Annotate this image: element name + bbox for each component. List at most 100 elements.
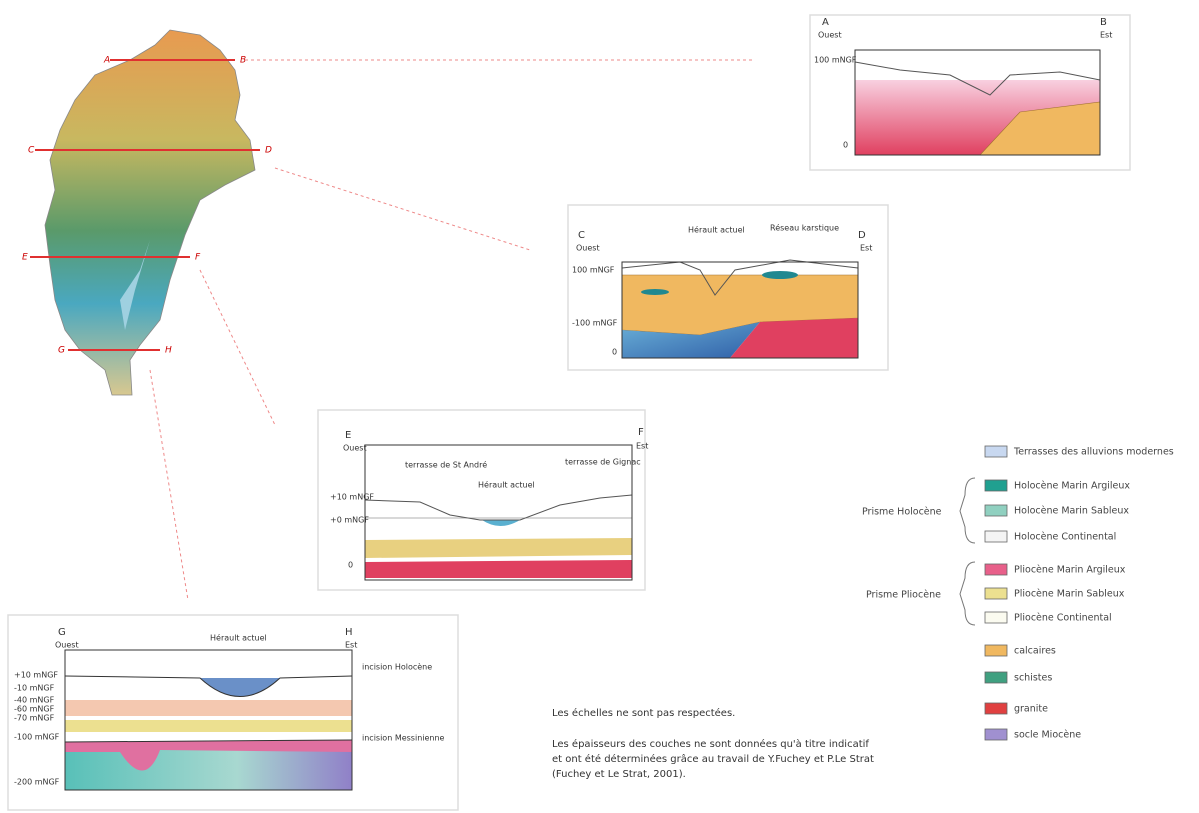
cut-label: E bbox=[22, 253, 28, 263]
legend-item: schistes bbox=[1014, 673, 1052, 684]
depth: 0 bbox=[843, 141, 848, 150]
cut-label: H bbox=[165, 346, 172, 356]
depth: 0 bbox=[348, 561, 353, 570]
arrow bbox=[199, 269, 276, 426]
frame bbox=[364, 444, 633, 581]
brace bbox=[959, 561, 976, 626]
layer bbox=[65, 740, 352, 771]
section-ef: E Ouest F Est terrasse de St André Hérau… bbox=[317, 409, 648, 591]
depth: +10 mNGF bbox=[330, 493, 374, 502]
depth: -60 mNGF bbox=[14, 705, 55, 714]
legend-item: Pliocène Continental bbox=[1014, 613, 1112, 624]
annotation: terrasse de St André bbox=[405, 460, 487, 470]
annotation: Hérault actuel bbox=[688, 225, 745, 235]
section-gh: G Ouest H Est Hérault actuel incision Ho… bbox=[7, 614, 459, 811]
swatch bbox=[984, 563, 1008, 576]
layer bbox=[622, 322, 760, 358]
group-label: Prisme Pliocène bbox=[866, 590, 941, 601]
legend-item: Holocène Continental bbox=[1014, 532, 1116, 543]
section-ab: A Ouest B Est 100 mNGF 0 bbox=[809, 14, 1131, 171]
note: Les échelles ne sont pas respectées. bbox=[552, 707, 735, 719]
legend-item: Holocène Marin Argileux bbox=[1014, 481, 1130, 492]
cut-label: G bbox=[58, 346, 65, 356]
label: F bbox=[638, 427, 644, 438]
swatch bbox=[984, 702, 1008, 715]
swatch bbox=[984, 445, 1008, 458]
annotation: incision Messinienne bbox=[362, 734, 445, 743]
label: Ouest bbox=[343, 444, 367, 453]
swatch bbox=[984, 728, 1008, 741]
arrows bbox=[149, 59, 755, 601]
layer bbox=[482, 520, 520, 526]
label: C bbox=[578, 230, 585, 241]
swatch bbox=[984, 644, 1008, 657]
legend-item: calcaires bbox=[1014, 646, 1056, 657]
label: Ouest bbox=[576, 244, 600, 253]
swatch bbox=[984, 530, 1008, 543]
brace bbox=[959, 477, 976, 544]
label: E bbox=[345, 430, 351, 441]
watershed bbox=[44, 29, 256, 396]
karst bbox=[762, 271, 798, 279]
legend: Terrasses des alluvions modernes Holocèn… bbox=[862, 445, 1174, 741]
depth: +0 mNGF bbox=[330, 516, 369, 525]
annotation: Hérault actuel bbox=[478, 480, 535, 490]
legend-item: granite bbox=[1014, 704, 1048, 715]
layer bbox=[365, 538, 632, 558]
karst bbox=[641, 289, 669, 295]
legend-item: Pliocène Marin Argileux bbox=[1014, 565, 1126, 576]
depth: -200 mNGF bbox=[14, 778, 60, 787]
label: Ouest bbox=[55, 641, 79, 650]
layer bbox=[365, 560, 632, 578]
depth: -40 mNGF bbox=[14, 696, 55, 705]
depth: -100 mNGF bbox=[14, 733, 60, 742]
layer bbox=[65, 720, 352, 732]
frame bbox=[854, 49, 1101, 156]
legend-item: Terrasses des alluvions modernes bbox=[1013, 447, 1174, 458]
swatch bbox=[984, 671, 1008, 684]
swatch bbox=[984, 587, 1008, 600]
frame bbox=[64, 649, 353, 791]
annotation: incision Holocène bbox=[362, 662, 432, 672]
legend-item: socle Miocène bbox=[1014, 730, 1081, 741]
label: Ouest bbox=[818, 31, 842, 40]
note: Les épaisseurs des couches ne sont donné… bbox=[552, 738, 869, 750]
surface bbox=[64, 739, 353, 743]
map: A B C D E F G H bbox=[22, 29, 272, 396]
depth: 100 mNGF bbox=[814, 56, 857, 65]
depth: -10 mNGF bbox=[14, 684, 55, 693]
river-valley bbox=[120, 240, 150, 330]
cut-label: B bbox=[240, 56, 246, 66]
note: et ont été déterminées grâce au travail … bbox=[552, 753, 874, 765]
depth: 100 mNGF bbox=[572, 266, 615, 275]
surface bbox=[364, 494, 633, 521]
cut-label: C bbox=[28, 146, 35, 156]
label: Est bbox=[636, 442, 648, 451]
depth: 0 bbox=[612, 348, 617, 357]
surface bbox=[854, 61, 1101, 96]
annotation: Réseau karstique bbox=[770, 223, 839, 233]
annotation: terrasse de Gignac bbox=[565, 458, 641, 467]
frame bbox=[621, 261, 859, 359]
arrow bbox=[149, 369, 189, 601]
label: D bbox=[858, 230, 866, 241]
depth: -70 mNGF bbox=[14, 714, 55, 723]
cut-label: A bbox=[103, 56, 110, 66]
swatch bbox=[984, 504, 1008, 517]
depth: -100 mNGF bbox=[572, 319, 618, 328]
note: (Fuchey et Le Strat, 2001). bbox=[552, 769, 686, 780]
layer bbox=[65, 700, 352, 716]
legend-item: Holocène Marin Sableux bbox=[1014, 506, 1129, 517]
notes: Les échelles ne sont pas respectées. Les… bbox=[552, 707, 874, 780]
label: A bbox=[822, 17, 829, 28]
label: Est bbox=[345, 641, 357, 650]
layer bbox=[730, 318, 858, 358]
swatch bbox=[984, 611, 1008, 624]
annotation: Hérault actuel bbox=[210, 633, 267, 643]
cut-label: D bbox=[265, 146, 272, 156]
label: Est bbox=[1100, 31, 1112, 40]
section-cd: C Ouest D Est Hérault actuel Réseau kars… bbox=[567, 204, 889, 371]
label: B bbox=[1100, 17, 1107, 28]
label: Est bbox=[860, 244, 872, 253]
